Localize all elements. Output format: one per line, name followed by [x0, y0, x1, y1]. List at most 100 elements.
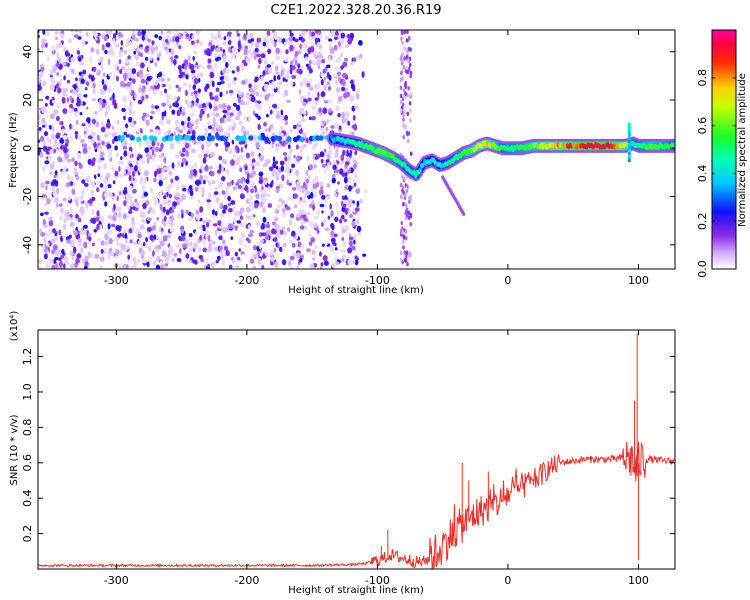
- noise-speckle: [240, 154, 244, 161]
- noise-speckle: [100, 88, 105, 95]
- noise-speckle: [341, 206, 347, 212]
- noise-speckle: [255, 141, 260, 149]
- noise-speckle: [314, 97, 319, 101]
- noise-speckle: [253, 85, 258, 91]
- noise-speckle: [127, 171, 131, 176]
- noise-line-dot: [209, 135, 215, 141]
- spur-speck: [409, 92, 412, 98]
- spur-speck: [403, 94, 406, 100]
- noise-speckle: [145, 45, 150, 50]
- noise-speckle: [199, 63, 203, 68]
- noise-speckle: [222, 41, 226, 46]
- noise-speckle: [266, 30, 271, 36]
- noise-speckle: [319, 203, 325, 208]
- noise-speckle: [182, 125, 187, 130]
- noise-speckle: [250, 188, 255, 194]
- noise-speckle: [216, 255, 221, 261]
- noise-speckle: [214, 229, 218, 236]
- noise-speckle: [342, 204, 346, 208]
- noise-speckle: [235, 115, 240, 121]
- noise-speckle: [175, 192, 180, 198]
- noise-speckle: [218, 104, 224, 109]
- noise-speckle: [164, 88, 167, 94]
- noise-speckle: [190, 40, 195, 46]
- noise-speckle: [168, 201, 171, 208]
- noise-speckle: [41, 38, 46, 45]
- noise-speckle: [228, 202, 232, 207]
- noise-speckle: [142, 112, 147, 117]
- noise-speckle: [345, 160, 350, 166]
- colorbar-label: Normalized spectral amplitude: [737, 73, 748, 227]
- noise-speckle: [294, 204, 298, 209]
- noise-speckle: [48, 228, 53, 234]
- noise-speckle: [155, 264, 161, 269]
- noise-speckle: [152, 261, 157, 266]
- noise-speckle: [265, 158, 271, 165]
- noise-speckle: [188, 122, 193, 129]
- noise-speckle: [59, 149, 65, 154]
- noise-speckle: [334, 247, 338, 251]
- noise-speckle: [183, 82, 187, 86]
- noise-speckle: [122, 189, 128, 195]
- noise-speckle: [188, 37, 192, 42]
- noise-speckle: [330, 30, 335, 33]
- noise-speckle: [62, 197, 67, 202]
- noise-speckle: [130, 221, 136, 226]
- y-tick-label: 20: [21, 93, 34, 107]
- noise-speckle: [69, 103, 74, 109]
- noise-speckle: [83, 182, 89, 187]
- noise-speckle: [71, 157, 75, 162]
- noise-speckle: [254, 47, 259, 53]
- noise-speckle: [96, 210, 100, 217]
- noise-speckle: [73, 34, 79, 38]
- noise-speckle: [316, 41, 321, 48]
- noise-speckle: [340, 52, 344, 57]
- noise-speckle: [310, 191, 314, 199]
- noise-speckle: [42, 124, 46, 128]
- noise-speckle: [312, 51, 317, 58]
- noise-speckle: [273, 247, 277, 253]
- noise-speckle: [286, 179, 290, 186]
- noise-speckle: [214, 57, 220, 62]
- noise-speckle: [289, 60, 294, 66]
- noise-speckle: [62, 108, 68, 114]
- noise-speckle: [214, 191, 219, 195]
- noise-speckle: [97, 165, 102, 171]
- noise-line-dot: [177, 134, 183, 141]
- noise-speckle: [309, 263, 315, 269]
- noise-speckle: [349, 199, 353, 205]
- noise-speckle: [224, 74, 229, 82]
- noise-speckle: [41, 117, 45, 124]
- noise-speckle: [167, 129, 172, 135]
- noise-speckle: [162, 72, 166, 77]
- noise-speckle: [125, 57, 129, 65]
- noise-speckle: [56, 132, 61, 137]
- noise-speckle: [125, 239, 128, 244]
- noise-line-dot: [318, 135, 324, 141]
- spur-speck: [408, 62, 412, 68]
- spur-speck: [406, 30, 409, 35]
- noise-speckle: [92, 82, 96, 89]
- noise-speckle: [138, 70, 144, 75]
- noise-speckle: [312, 204, 315, 211]
- noise-speckle: [343, 241, 347, 248]
- noise-speckle: [222, 68, 226, 74]
- noise-speckle: [254, 42, 260, 49]
- spur-speck: [402, 123, 405, 128]
- noise-speckle: [184, 68, 189, 75]
- noise-speckle: [69, 123, 72, 130]
- noise-speckle: [241, 45, 246, 51]
- noise-speckle: [194, 186, 199, 192]
- noise-speckle: [248, 115, 251, 122]
- noise-speckle: [127, 67, 132, 72]
- noise-speckle: [106, 86, 112, 93]
- noise-speckle: [115, 44, 120, 48]
- noise-speckle: [206, 113, 210, 118]
- noise-speckle: [342, 72, 348, 79]
- noise-speckle: [293, 124, 297, 130]
- noise-speckle: [351, 124, 357, 129]
- noise-speckle: [150, 85, 155, 90]
- noise-speckle: [207, 58, 212, 64]
- noise-speckle: [102, 72, 106, 77]
- noise-speckle: [232, 154, 237, 158]
